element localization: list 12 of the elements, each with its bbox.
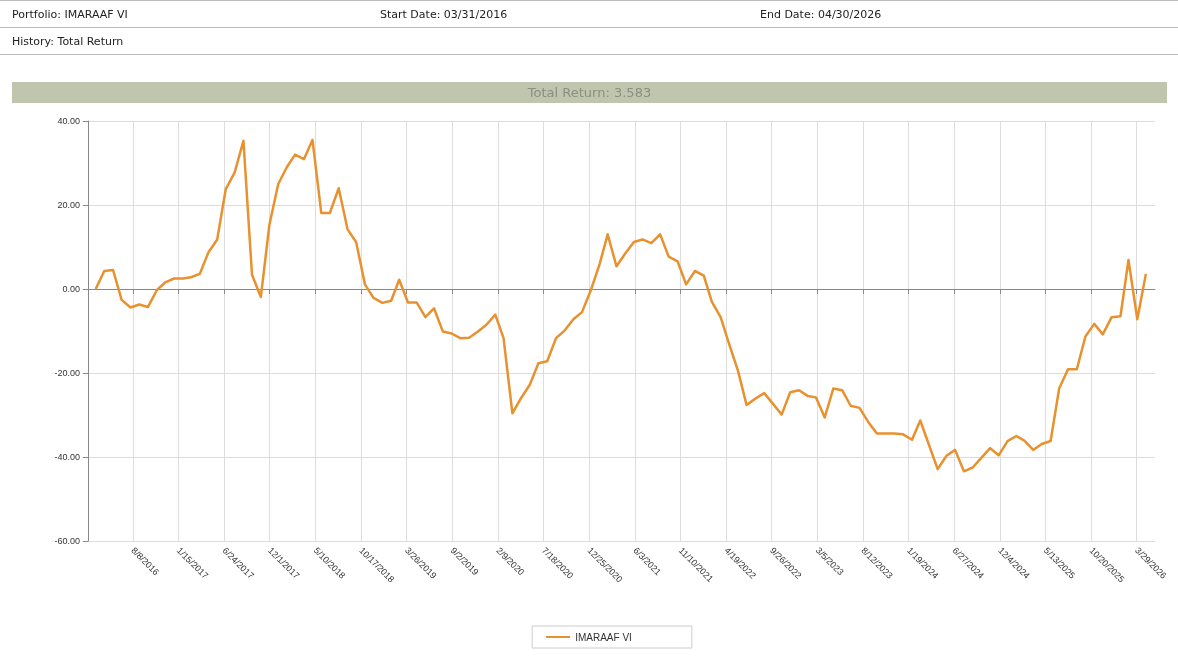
- y-tick-label: -40.00: [54, 452, 80, 462]
- y-tick-label: -60.00: [54, 536, 80, 546]
- text: History: Total Return: [12, 35, 124, 48]
- y-tick-label: 40.00: [57, 116, 80, 126]
- line-series: [94, 138, 1148, 473]
- text: Start Date: 03/31/2016: [380, 8, 508, 21]
- y-tick-label: 0.00: [62, 284, 80, 294]
- y-tick-label: -20.00: [54, 368, 80, 378]
- y-tick-label: 20.00: [57, 200, 80, 210]
- legend-label: IMARAAF VI: [575, 631, 632, 643]
- text: End Date: 04/30/2026: [760, 8, 882, 21]
- text: Portfolio: IMARAAF VI: [12, 8, 128, 21]
